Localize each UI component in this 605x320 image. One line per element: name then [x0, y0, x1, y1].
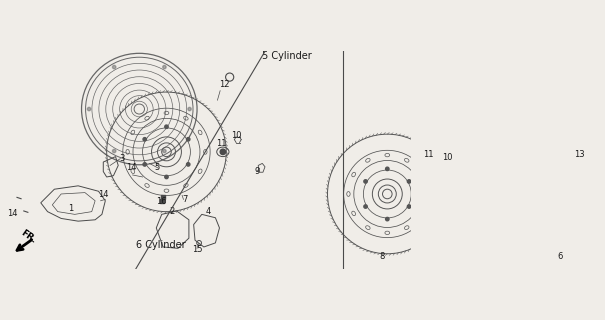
Circle shape — [163, 149, 166, 153]
Text: 11: 11 — [216, 140, 227, 148]
Text: 6 Cylinder: 6 Cylinder — [136, 240, 186, 250]
Text: 6: 6 — [557, 252, 563, 260]
Text: 13: 13 — [574, 150, 585, 159]
Text: 5: 5 — [154, 163, 160, 172]
Circle shape — [385, 167, 389, 171]
Circle shape — [580, 169, 583, 172]
Circle shape — [113, 149, 116, 153]
Circle shape — [186, 138, 190, 141]
Text: 7: 7 — [182, 195, 188, 204]
Circle shape — [165, 125, 168, 128]
Circle shape — [364, 205, 367, 208]
Circle shape — [513, 128, 516, 131]
Circle shape — [429, 162, 434, 167]
Circle shape — [220, 149, 226, 155]
Text: 8: 8 — [379, 252, 385, 260]
Circle shape — [557, 128, 561, 131]
Circle shape — [186, 163, 190, 166]
Circle shape — [407, 180, 411, 183]
Circle shape — [143, 163, 146, 166]
Text: 10: 10 — [442, 153, 452, 162]
Circle shape — [385, 217, 389, 221]
Circle shape — [188, 107, 191, 111]
Text: 2: 2 — [169, 207, 174, 216]
Text: 15: 15 — [192, 245, 203, 254]
Circle shape — [364, 180, 367, 183]
Text: 10: 10 — [231, 131, 241, 140]
Text: 14: 14 — [7, 209, 18, 218]
Text: 14: 14 — [99, 190, 109, 199]
Circle shape — [163, 65, 166, 69]
Text: 1: 1 — [68, 204, 73, 213]
Circle shape — [87, 107, 91, 111]
Circle shape — [513, 210, 516, 213]
Text: 4: 4 — [205, 207, 211, 216]
Circle shape — [165, 175, 168, 179]
Circle shape — [113, 65, 116, 69]
Text: 5 Cylinder: 5 Cylinder — [261, 52, 312, 61]
Text: 14: 14 — [126, 163, 136, 172]
Text: 12: 12 — [220, 80, 230, 89]
Text: 11: 11 — [424, 150, 434, 159]
Circle shape — [143, 138, 146, 141]
Text: 16: 16 — [156, 197, 167, 206]
Circle shape — [407, 205, 411, 208]
Circle shape — [491, 169, 494, 172]
Text: 9: 9 — [255, 167, 260, 176]
Text: FR.: FR. — [19, 229, 38, 245]
Text: 3: 3 — [119, 154, 124, 163]
Circle shape — [557, 210, 561, 213]
